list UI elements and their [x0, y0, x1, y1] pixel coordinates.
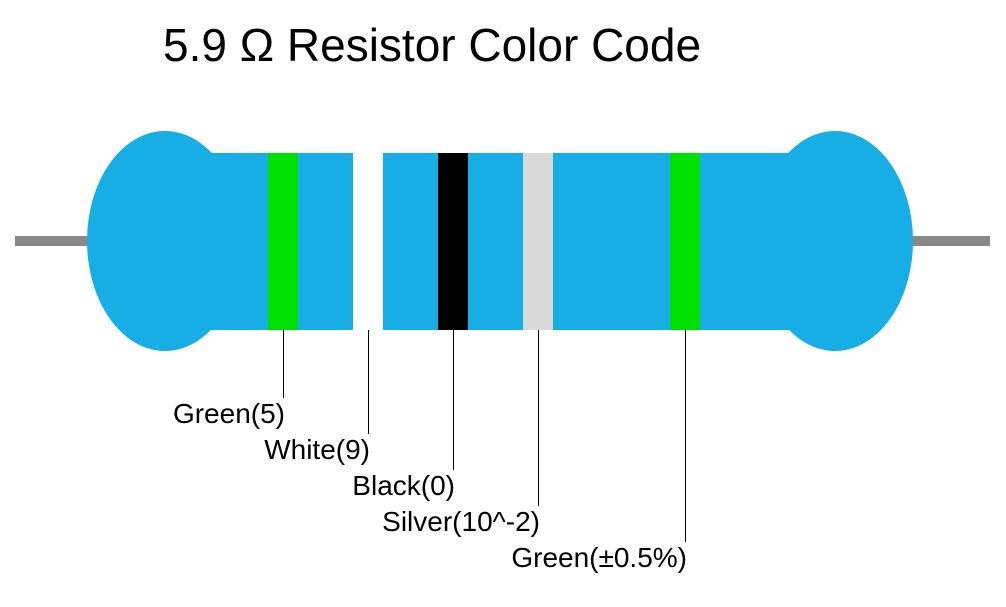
callout-line-4 [538, 330, 539, 506]
callout-label-5: Green(±0.5%) [0, 542, 687, 574]
callout-line-1 [283, 330, 284, 398]
diagram-title: 5.9 Ω Resistor Color Code [163, 18, 701, 72]
callout-label-4: Silver(10^-2) [0, 506, 540, 538]
band-4 [523, 153, 553, 330]
callout-line-5 [685, 330, 686, 542]
band-5 [670, 153, 700, 330]
resistor-body [165, 153, 835, 330]
callout-label-1: Green(5) [0, 398, 285, 430]
callout-label-3: Black(0) [0, 470, 455, 502]
callout-line-2 [368, 330, 369, 434]
callout-label-2: White(9) [0, 434, 370, 466]
band-3 [438, 153, 468, 330]
band-2 [353, 153, 383, 330]
callout-line-3 [453, 330, 454, 470]
band-1 [268, 153, 298, 330]
